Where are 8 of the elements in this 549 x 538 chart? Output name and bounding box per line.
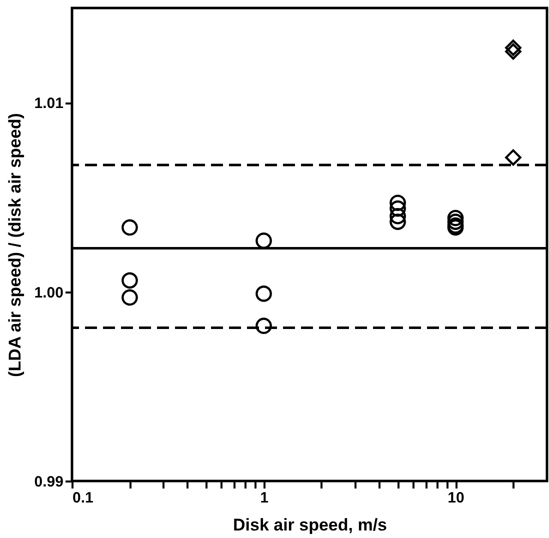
y-tick-label: 0.99 bbox=[34, 474, 64, 490]
y-axis-title: (LDA air speed) / (disk air speed) bbox=[5, 113, 24, 377]
y-tick-label: 1.01 bbox=[34, 95, 64, 112]
y-tick-label: 1.00 bbox=[34, 284, 64, 302]
x-tick-label: 10 bbox=[448, 490, 464, 506]
x-tick-label: 1 bbox=[260, 490, 268, 506]
x-tick-label: 0.1 bbox=[72, 490, 94, 506]
x-axis-title: Disk air speed, m/s bbox=[232, 516, 388, 534]
